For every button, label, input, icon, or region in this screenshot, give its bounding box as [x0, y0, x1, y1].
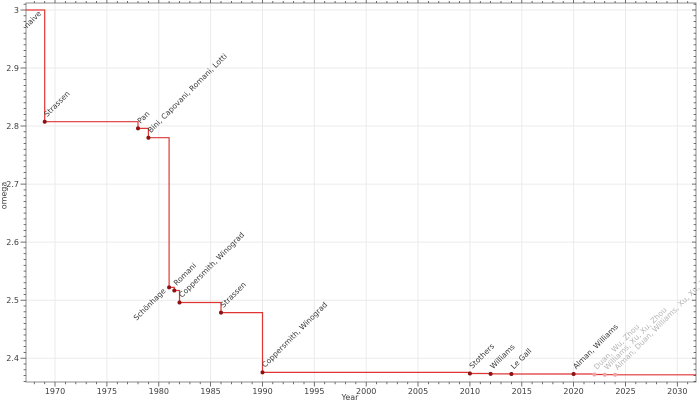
data-point — [136, 126, 140, 131]
data-point — [42, 119, 47, 124]
data-point — [592, 372, 597, 377]
y-tick-label: 2.9 — [6, 64, 19, 73]
annotation-label: Schönhage — [132, 286, 168, 322]
annotation-label: naive — [22, 9, 43, 30]
data-point — [488, 371, 493, 376]
x-tick-label: 2010 — [460, 387, 480, 396]
x-tick-label: 2020 — [563, 387, 583, 396]
annotation-label: Strassen — [42, 89, 72, 119]
data-point — [172, 288, 177, 293]
data-point — [509, 372, 514, 376]
data-point — [219, 310, 223, 315]
plot-border — [25, 2, 697, 383]
data-point — [602, 372, 607, 377]
y-tick-label: 2.5 — [6, 296, 19, 305]
x-tick-label: 1980 — [149, 387, 169, 396]
y-tick-label: 2.4 — [6, 354, 19, 363]
tick-labels: 1970 1975 1980 1985 1990 1995 2000 2005 2010 2015… — [6, 6, 687, 396]
annotation-label: Coppersmith, Winograd — [260, 300, 329, 369]
omega-step-line — [26, 9, 696, 376]
data-point — [613, 372, 618, 377]
data-points — [42, 119, 618, 377]
x-tick-label: 1985 — [200, 387, 220, 396]
x-tick-label: 2005 — [408, 387, 428, 396]
x-tick-label: 2025 — [615, 387, 635, 396]
gridlines — [26, 3, 696, 382]
annotation-label: Williams, Xu, Xu, Zhou — [602, 305, 668, 371]
x-tick-label: 2015 — [512, 387, 532, 396]
x-tick-label: 1995 — [304, 387, 324, 396]
x-tick-label: 2030 — [667, 387, 687, 396]
data-point — [467, 371, 472, 376]
data-point — [146, 135, 151, 140]
y-tick-label: 3 — [14, 6, 19, 15]
data-point — [167, 285, 172, 290]
x-axis-title: Year — [341, 393, 359, 402]
x-tick-label: 2000 — [356, 387, 376, 396]
data-point — [260, 370, 265, 375]
annotation-label: Strassen — [219, 280, 249, 310]
x-tick-label: 1975 — [97, 387, 117, 396]
axis-ticks — [20, 0, 696, 387]
y-tick-label: 2.8 — [6, 122, 19, 131]
y-tick-label: 2.6 — [6, 238, 19, 247]
y-tick-label: 2.7 — [6, 180, 19, 189]
x-tick-label: 1990 — [252, 387, 272, 396]
data-point — [571, 372, 576, 376]
x-tick-label: 1970 — [45, 387, 65, 396]
data-point — [177, 300, 182, 305]
y-axis-title: omega — [0, 181, 9, 210]
